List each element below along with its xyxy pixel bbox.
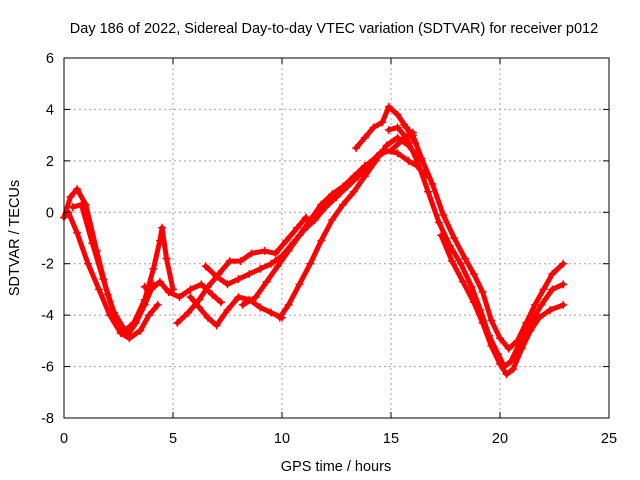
series-line bbox=[240, 148, 429, 308]
series-line bbox=[187, 294, 285, 328]
x-tick-label: 25 bbox=[601, 431, 617, 447]
series-line bbox=[65, 209, 161, 341]
y-tick-labels: -8 -6 -4 -2 0 2 4 6 bbox=[41, 51, 54, 427]
series-line bbox=[401, 122, 566, 352]
x-tick-labels: 0 5 10 15 20 25 bbox=[60, 431, 617, 447]
chart-title: Day 186 of 2022, Sidereal Day-to-day VTE… bbox=[70, 21, 598, 37]
y-tick-label: 2 bbox=[46, 154, 54, 170]
x-tick-label: 15 bbox=[383, 431, 399, 447]
series-track-13 bbox=[437, 231, 568, 379]
y-axis-label: SDTVAR / TECUs bbox=[7, 180, 23, 296]
plot-frame bbox=[63, 57, 610, 419]
axis-ticks bbox=[63, 57, 610, 419]
y-tick-label: 6 bbox=[46, 51, 54, 67]
x-tick-label: 0 bbox=[60, 431, 68, 447]
series-line bbox=[438, 232, 566, 377]
x-tick-label: 10 bbox=[274, 431, 290, 447]
series-track-12 bbox=[400, 120, 568, 353]
x-axis-label: GPS time / hours bbox=[281, 459, 391, 475]
series-markers bbox=[140, 277, 225, 307]
data-traces bbox=[60, 102, 568, 379]
x-tick-label: 5 bbox=[169, 431, 177, 447]
series-track-5 bbox=[173, 213, 310, 327]
y-tick-label: -2 bbox=[41, 257, 54, 273]
y-tick-label: -6 bbox=[41, 360, 54, 376]
series-markers bbox=[173, 213, 310, 327]
series-markers bbox=[437, 231, 568, 379]
y-tick-label: -8 bbox=[41, 411, 54, 427]
y-tick-label: -4 bbox=[41, 308, 54, 324]
series-line bbox=[277, 135, 422, 321]
y-tick-label: 0 bbox=[46, 205, 54, 221]
x-tick-label: 20 bbox=[492, 431, 508, 447]
y-tick-label: 4 bbox=[46, 102, 54, 118]
series-markers bbox=[400, 120, 568, 353]
series-track-4 bbox=[140, 277, 225, 307]
